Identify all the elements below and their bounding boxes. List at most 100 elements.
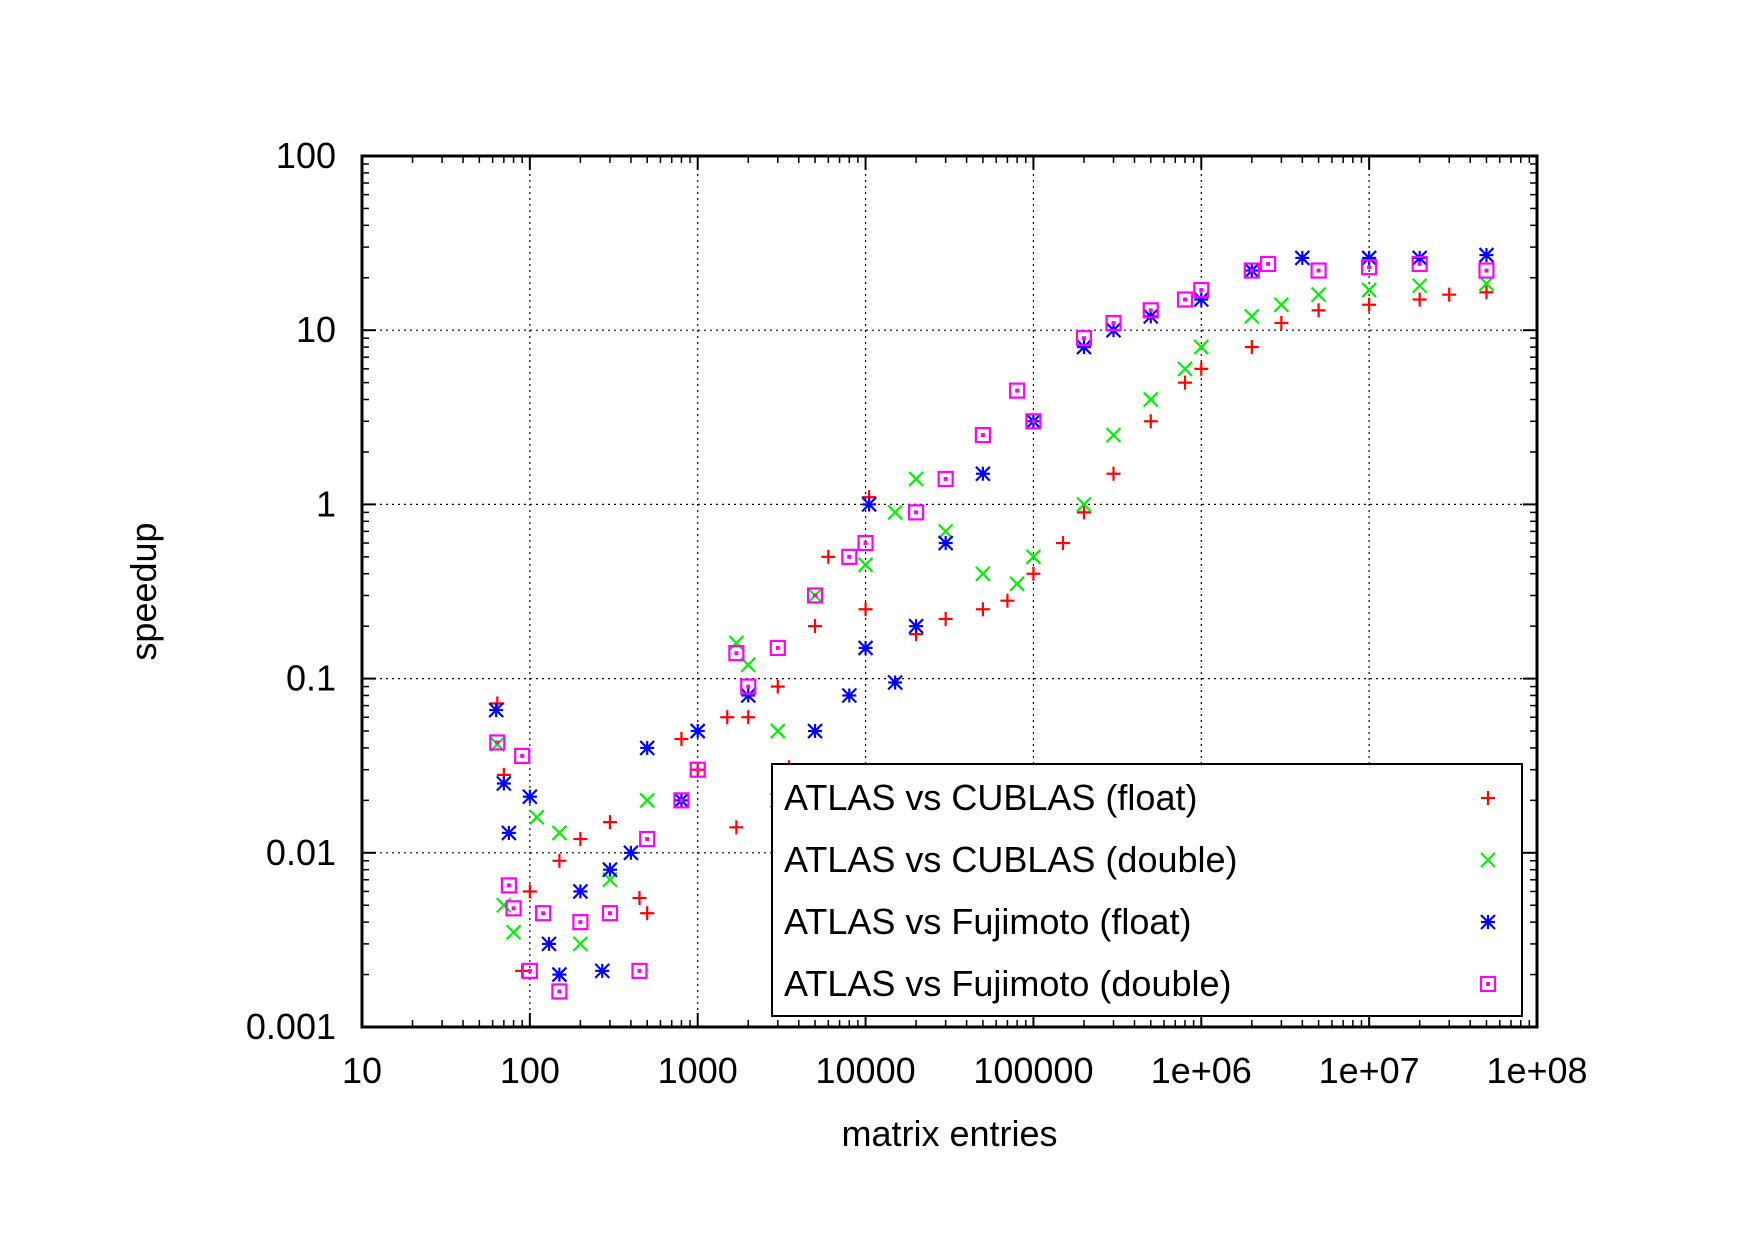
data-point [1176, 291, 1194, 308]
data-point [1055, 536, 1070, 551]
legend-entry: ATLAS vs CUBLAS (double) [784, 839, 1496, 880]
data-point [1412, 292, 1427, 307]
data-point [720, 710, 735, 725]
data-point [729, 820, 744, 835]
data-point [1076, 496, 1092, 513]
data-point [602, 815, 617, 830]
data-point [601, 905, 619, 922]
data-point [541, 936, 557, 952]
data-point [1259, 255, 1277, 273]
data-point [1075, 330, 1093, 347]
data-point [728, 645, 745, 662]
legend-entry: ATLAS vs Fujimoto (float) [784, 901, 1496, 942]
data-point [1243, 262, 1260, 279]
data-point [521, 962, 538, 979]
data-point [552, 853, 567, 868]
data-point [858, 602, 873, 617]
data-point [632, 891, 647, 906]
data-point [639, 792, 655, 809]
legend-marker [1479, 975, 1497, 993]
series-3 [489, 255, 1495, 1000]
legend-box [771, 763, 1523, 1017]
data-point [1442, 287, 1457, 302]
data-point [887, 674, 903, 691]
data-point [769, 639, 786, 657]
data-points [488, 247, 1495, 1000]
data-point [674, 732, 689, 747]
data-point [937, 535, 954, 551]
data-point [1009, 382, 1026, 399]
data-point [501, 825, 517, 841]
data-point [640, 906, 655, 921]
data-point [1478, 247, 1495, 263]
x-tick-label: 1e+08 [1486, 1050, 1587, 1091]
data-point [1310, 286, 1327, 303]
data-point [1411, 277, 1428, 294]
data-point [841, 548, 858, 565]
data-point [1361, 250, 1377, 266]
data-point [1478, 275, 1495, 292]
data-point [1479, 285, 1494, 300]
data-point [551, 966, 568, 983]
data-point [770, 679, 785, 694]
data-point [1105, 314, 1122, 332]
data-point [861, 496, 877, 513]
x-tick-labels: 10 100 1000 10000 100000 1e+06 1e+07 1e+08 [342, 1050, 1588, 1091]
data-point [496, 775, 512, 792]
data-point [551, 825, 568, 841]
data-point [1274, 315, 1289, 330]
data-point [602, 861, 618, 878]
data-point [741, 710, 756, 725]
data-point [639, 830, 656, 848]
data-point [1411, 255, 1428, 273]
data-point [908, 471, 924, 487]
data-point [975, 565, 991, 582]
legend-marker [1481, 791, 1495, 805]
data-point [1009, 576, 1025, 592]
data-point [1361, 259, 1378, 276]
data-point [488, 702, 504, 718]
data-point [1244, 340, 1259, 355]
data-point [631, 962, 648, 979]
data-point [908, 618, 924, 634]
data-point [1025, 413, 1042, 430]
data-point [728, 635, 745, 651]
data-point [489, 734, 506, 751]
data-point [1362, 297, 1377, 312]
data-point [1025, 549, 1042, 565]
data-point [974, 426, 991, 444]
y-tick-label: 100 [276, 135, 336, 176]
data-point [887, 504, 903, 521]
data-point [1000, 593, 1015, 608]
legend-label: ATLAS vs CUBLAS (float) [784, 777, 1197, 818]
data-point [807, 723, 823, 739]
data-point [505, 900, 522, 917]
data-point [857, 640, 874, 656]
data-point [1026, 566, 1041, 581]
data-point [594, 963, 611, 979]
data-point [535, 905, 552, 922]
data-point [975, 602, 990, 617]
data-point [857, 557, 874, 573]
data-point [639, 740, 655, 756]
data-point [514, 747, 531, 764]
data-point [857, 534, 874, 552]
legend-label: ATLAS vs Fujimoto (double) [784, 963, 1232, 1004]
data-point [1193, 339, 1210, 355]
data-point [841, 687, 858, 704]
data-point [1244, 308, 1260, 325]
data-point [1361, 282, 1377, 298]
y-tick-label: 1 [316, 483, 336, 524]
data-point [1310, 262, 1327, 279]
legend-entry: ATLAS vs Fujimoto (double) [784, 963, 1497, 1004]
data-point [1076, 339, 1092, 355]
x-tick-label: 1000 [658, 1050, 738, 1091]
legend-label: ATLAS vs Fujimoto (float) [784, 901, 1191, 942]
data-point [908, 504, 925, 521]
x-tick-label: 100 [500, 1050, 560, 1091]
data-point [740, 687, 757, 704]
y-tick-labels: 0.001 0.01 0.1 1 10 100 [246, 135, 336, 1047]
x-tick-label: 10000 [816, 1050, 916, 1091]
data-point [821, 549, 836, 564]
